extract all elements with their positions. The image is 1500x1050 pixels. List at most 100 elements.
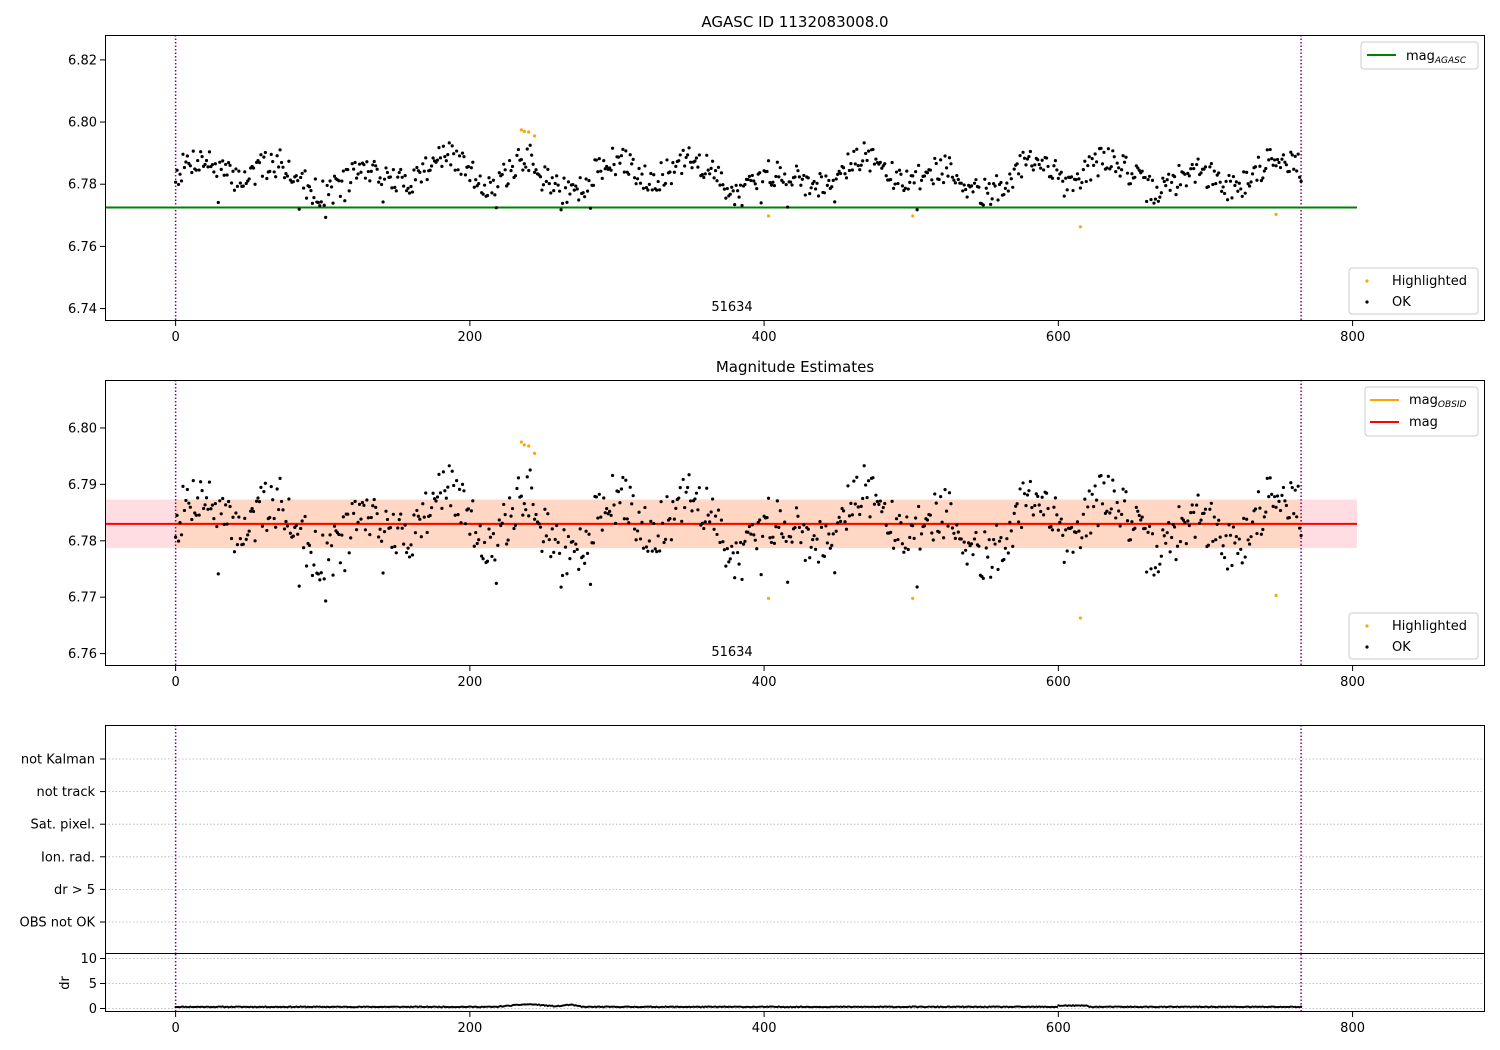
ok-point <box>1253 165 1258 169</box>
ok-point <box>830 185 834 189</box>
x-tick-label: 0 <box>171 1021 179 1036</box>
ok-point <box>1018 154 1022 158</box>
ok-point <box>225 522 229 526</box>
ok-point <box>188 164 192 168</box>
ok-point <box>1171 523 1175 527</box>
x-tick-label: 400 <box>752 1021 777 1036</box>
ok-point <box>719 518 724 522</box>
ok-point <box>1268 476 1272 480</box>
ok-point <box>462 155 466 159</box>
ok-point <box>343 199 347 203</box>
ok-point <box>1281 153 1286 157</box>
ok-point <box>207 480 212 484</box>
ok-point <box>1159 191 1163 195</box>
ok-point <box>1292 167 1296 171</box>
ok-point <box>1083 497 1087 501</box>
ok-point <box>1186 171 1190 175</box>
ok-point <box>271 498 275 502</box>
ok-point <box>697 486 701 490</box>
ok-point <box>912 181 916 185</box>
ok-point <box>1015 502 1019 506</box>
ok-point <box>1012 511 1016 515</box>
ok-point <box>310 573 315 578</box>
ok-point <box>613 521 618 525</box>
ok-point <box>1162 179 1166 184</box>
ok-point <box>199 480 203 484</box>
ok-point <box>424 156 428 160</box>
ok-point <box>327 558 331 562</box>
ok-point <box>1087 155 1091 159</box>
ok-point <box>490 554 494 559</box>
y-tick-label: 6.77 <box>68 591 97 606</box>
ok-point <box>1243 555 1247 559</box>
ok-point <box>435 495 440 499</box>
ok-point <box>563 186 568 190</box>
ok-point <box>1062 560 1066 564</box>
ok-point <box>628 485 632 489</box>
ok-point <box>953 181 957 185</box>
ok-point <box>362 503 366 507</box>
ok-point <box>1065 188 1069 192</box>
ok-point <box>188 505 192 509</box>
ok-point <box>197 513 201 517</box>
ok-point <box>800 177 804 181</box>
ok-point <box>1078 546 1083 550</box>
ok-point <box>1025 493 1030 497</box>
legend-highlighted-marker <box>1365 624 1369 628</box>
y-tick-label: 6.76 <box>68 240 97 255</box>
ok-point <box>243 170 247 174</box>
ok-point <box>421 162 425 166</box>
ok-point <box>659 500 663 504</box>
ok-point <box>766 496 771 500</box>
ok-point <box>179 179 184 183</box>
ok-point <box>740 203 744 208</box>
ok-point <box>302 186 306 190</box>
ok-point <box>884 174 888 178</box>
ok-point <box>378 176 382 180</box>
ok-point <box>530 486 534 490</box>
ok-point <box>241 184 245 188</box>
ok-point <box>899 521 903 525</box>
ok-point <box>396 526 400 530</box>
ok-point <box>961 551 965 555</box>
ok-point <box>1234 534 1238 539</box>
ok-point <box>519 494 523 498</box>
ok-point <box>725 186 729 191</box>
ok-point <box>774 525 778 529</box>
ok-point <box>560 573 565 578</box>
ok-point <box>862 141 866 145</box>
ok-point <box>777 175 781 179</box>
ok-point <box>1293 154 1297 158</box>
ok-point <box>987 182 991 186</box>
ok-point <box>1156 199 1160 203</box>
ok-point <box>925 518 930 522</box>
ok-point <box>352 167 356 171</box>
ok-point <box>349 536 353 540</box>
svg-text:magOBSID: magOBSID <box>1409 393 1467 410</box>
ok-point <box>1242 170 1246 174</box>
dr-y-axis: 0 5 10 <box>80 952 105 1017</box>
x-tick-label: 400 <box>752 330 777 345</box>
ok-point <box>737 562 741 566</box>
ok-point <box>841 166 846 170</box>
ok-point <box>1177 505 1181 509</box>
legend-ok-label: OK <box>1392 640 1411 655</box>
ok-point <box>786 580 790 584</box>
ok-point <box>1193 535 1197 539</box>
ok-point <box>1044 491 1049 495</box>
ok-point <box>449 163 453 167</box>
ok-point <box>1203 507 1208 511</box>
ok-point <box>453 168 457 172</box>
ok-point <box>209 507 213 511</box>
legend-ok-marker <box>1365 645 1369 649</box>
ok-point <box>672 517 676 521</box>
ok-point <box>872 162 877 166</box>
ok-point <box>1212 169 1216 173</box>
ok-point <box>550 527 554 531</box>
ok-point <box>274 175 278 179</box>
ok-point <box>244 181 248 186</box>
ok-point <box>837 515 841 519</box>
dr-point <box>1299 1005 1303 1008</box>
ok-point <box>552 550 556 554</box>
ok-point <box>894 170 899 174</box>
